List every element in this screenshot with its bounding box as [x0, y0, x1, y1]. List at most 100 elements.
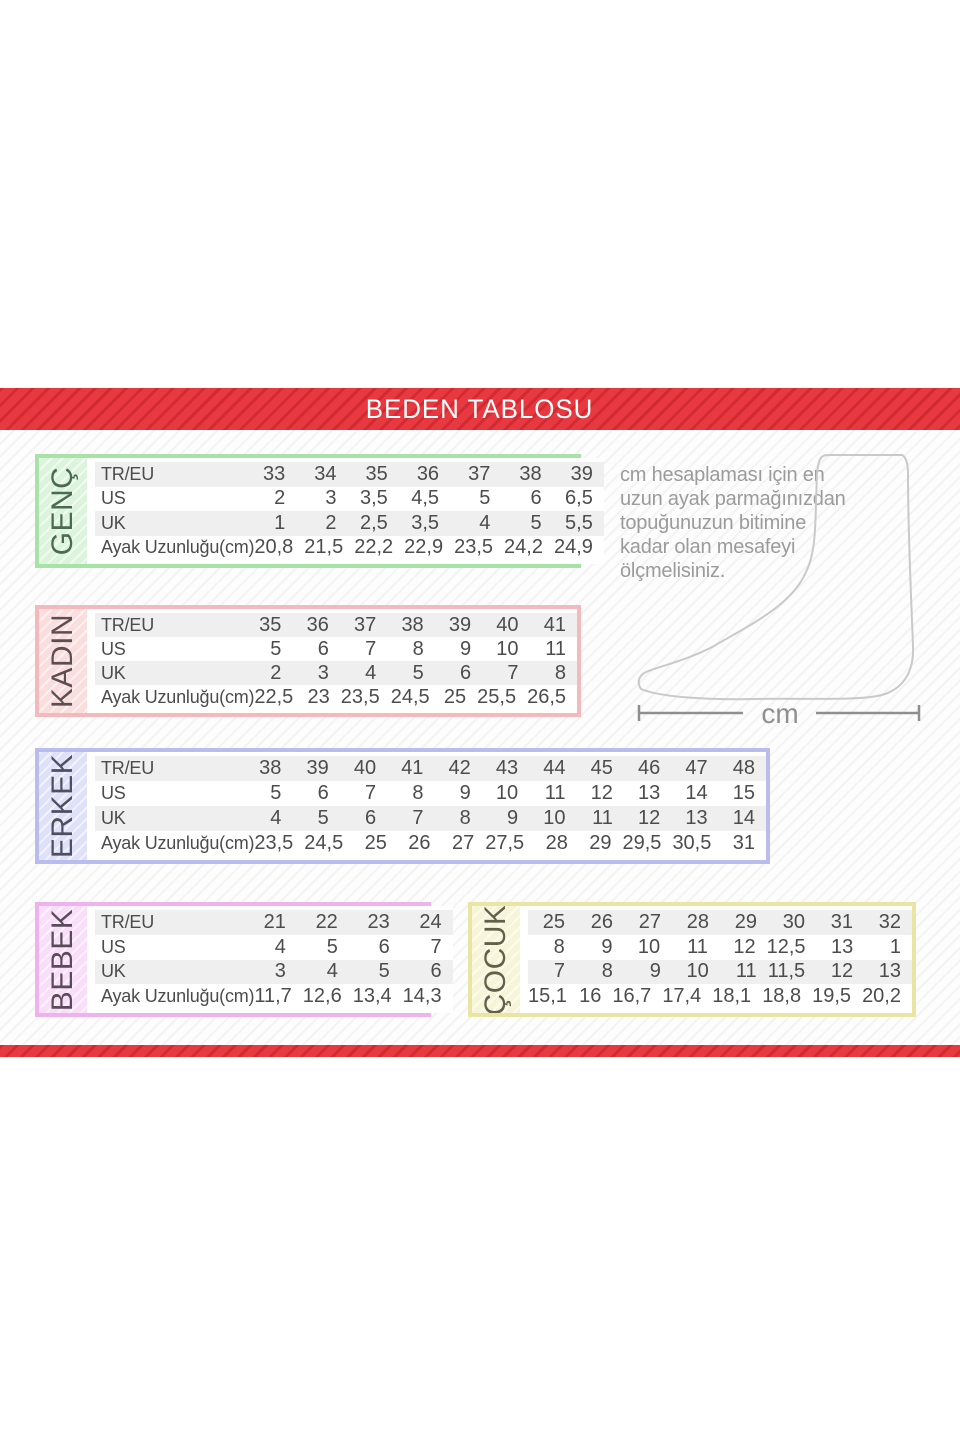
size-cell: 45 [590, 757, 613, 779]
size-cell: 35 [365, 462, 388, 485]
table-row: Ayak Uzunluğu(cm) 11,7 12,6 13,4 14,3 [95, 984, 453, 1009]
table-row: UK 2 3 4 5 6 7 8 [95, 661, 577, 685]
size-cell: 1 [274, 511, 286, 534]
size-cell: 39 [570, 462, 593, 485]
size-cell: 22,5 [254, 685, 294, 708]
measure-instructions: cm hesaplaması için en uzun ayak parmağı… [620, 464, 846, 582]
size-cell: 42 [448, 757, 471, 779]
table-rows: 25 26 27 28 29 30 31 32 8 9 10 11 12 12,5 13 1 7 8 9 10 11 11… [520, 906, 912, 1013]
size-cell: 7 [507, 661, 519, 684]
size-cell: 24,5 [390, 685, 430, 708]
row-label: Ayak Uzunluğu(cm) [101, 537, 255, 558]
size-cell: 3 [274, 960, 286, 983]
size-cell: 4 [479, 511, 491, 534]
size-cell: 26 [408, 832, 431, 854]
size-cell: 19,5 [812, 985, 852, 1008]
size-cell: 23,5 [340, 685, 380, 708]
size-cell: 9 [459, 782, 471, 804]
size-cell: 5 [378, 960, 390, 983]
table-category-label: KADIN [46, 613, 79, 709]
size-cell: 12,5 [766, 935, 806, 958]
table-row: 7 8 9 10 11 11,5 12 13 [528, 959, 912, 985]
size-cell: 8 [554, 661, 566, 684]
table-row: UK 1 2 2,5 3,5 4 5 5,5 [95, 511, 604, 536]
table-rows: TR/EU 35 36 37 38 39 40 41 US 5 6 7 8 9 10 11 UK 2 3 4 5 6 7 8 A… [87, 609, 577, 713]
size-cell: 20,8 [254, 536, 294, 559]
size-cell: 26 [590, 910, 613, 933]
row-label: UK [101, 808, 126, 828]
size-cell: 7 [365, 637, 377, 660]
size-cell: 5 [530, 511, 542, 534]
size-cell: 8 [412, 637, 424, 660]
size-cell: 6 [317, 637, 329, 660]
size-cell: 12 [637, 807, 661, 829]
foot-outline [637, 454, 915, 701]
table-category-strip: KADIN [39, 609, 87, 713]
table-row: 25 26 27 28 29 30 31 32 [528, 910, 912, 935]
size-cell: 6,5 [565, 487, 593, 510]
header-banner: BEDEN TABLOSU [0, 388, 960, 430]
size-cell: 6 [530, 487, 542, 510]
row-label: US [101, 783, 126, 803]
size-cell: 27 [638, 910, 661, 933]
size-cell: 27 [451, 832, 475, 854]
table-row: Ayak Uzunluğu(cm) 23,5 24,5 25 26 27 27,5 28 29 2… [95, 831, 766, 856]
table-category-label: ERKEK [46, 753, 79, 859]
row-label: UK [101, 662, 126, 683]
size-cell: 15 [732, 782, 755, 804]
size-cell: 7 [430, 935, 442, 958]
table-row: US 2 3 3,5 4,5 5 6 6,5 [95, 487, 604, 512]
size-cell: 6 [364, 807, 377, 829]
size-cell: 8 [553, 935, 565, 958]
size-cell: 26,5 [527, 685, 567, 708]
size-cell: 2,5 [359, 511, 388, 534]
size-cell: 38 [519, 462, 542, 485]
size-cell: 11 [735, 960, 757, 983]
size-cell: 31 [830, 910, 853, 933]
size-cell: 15,1 [528, 985, 567, 1008]
size-cell: 18,1 [712, 985, 752, 1008]
row-label: UK [101, 961, 126, 982]
size-cell: 14 [732, 807, 755, 829]
size-cell: 11,7 [254, 985, 292, 1008]
size-cell: 25 [443, 685, 467, 708]
size-cell: 5 [270, 637, 282, 660]
row-label: Ayak Uzunluğu(cm) [101, 986, 255, 1007]
size-cell: 5 [412, 661, 424, 684]
row-label: US [101, 488, 126, 509]
size-cell: 3,5 [359, 487, 388, 510]
size-cell: 25 [542, 910, 565, 933]
row-label: UK [101, 512, 126, 533]
cm-unit-label: cm [761, 698, 798, 729]
size-cell: 7 [553, 960, 565, 983]
size-cell: 21,5 [304, 536, 344, 559]
size-cell: 22,9 [404, 536, 444, 559]
size-cell: 11 [687, 935, 708, 958]
size-table-bebek: BEBEK TR/EU 21 22 23 24 US 4 5 6 7 UK 3 4 5 6 Ayak Uzunl… [35, 902, 453, 1017]
size-cell: 35 [259, 613, 282, 636]
size-cell: 20,2 [862, 985, 901, 1008]
size-table-genc: GENÇ TR/EU 33 34 35 36 37 38 39 US 2 3 3,5 4,5 5 6 6,5 UK… [35, 454, 604, 568]
size-cell: 18,8 [762, 985, 802, 1008]
size-cell: 10 [637, 935, 661, 958]
table-row: Ayak Uzunluğu(cm) 22,5 23 23,5 24,5 25 25,5 26,… [95, 685, 577, 709]
table-category-strip: ÇOCUK [472, 906, 520, 1013]
size-cell: 4 [365, 661, 377, 684]
table-rows: TR/EU 21 22 23 24 US 4 5 6 7 UK 3 4 5 6 Ayak Uzunluğu(c… [87, 906, 453, 1013]
size-cell: 28 [545, 832, 568, 854]
size-cell: 37 [468, 462, 491, 485]
size-cell: 5,5 [565, 511, 593, 534]
size-cell: 10 [686, 960, 709, 983]
size-cell: 13 [637, 782, 661, 804]
size-cell: 24 [419, 910, 442, 933]
size-cell: 11 [544, 782, 566, 804]
size-cell: 4 [270, 807, 282, 829]
size-cell: 44 [543, 757, 566, 779]
size-cell: 6 [430, 960, 442, 983]
size-cell: 39 [448, 613, 472, 636]
size-cell: 9 [507, 807, 519, 829]
size-cell: 5 [270, 782, 282, 804]
table-row: US 5 6 7 8 9 10 11 12 13 14 15 [95, 781, 766, 806]
size-cell: 5 [479, 487, 491, 510]
